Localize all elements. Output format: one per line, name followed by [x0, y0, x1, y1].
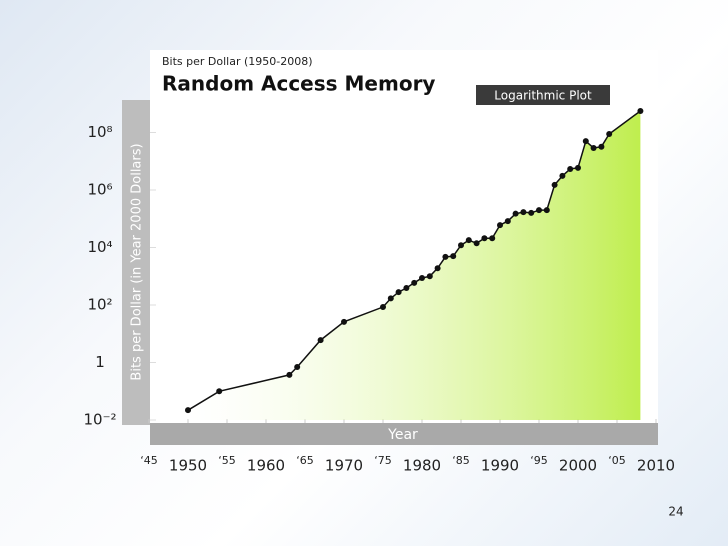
point	[403, 285, 410, 292]
y-tick-label: 1	[95, 353, 105, 371]
annotation-box	[476, 85, 610, 105]
x-tick-label: ‘75	[374, 454, 392, 467]
point	[216, 388, 223, 395]
point	[395, 289, 402, 296]
y-tick-label: 10²	[87, 296, 112, 314]
point	[489, 235, 496, 242]
point	[481, 235, 488, 242]
point	[341, 318, 347, 325]
x-tick-label: 1950	[169, 457, 207, 475]
point	[598, 143, 605, 150]
y-tick-label: 10⁻²	[83, 411, 116, 429]
point	[450, 253, 457, 260]
point	[567, 165, 574, 172]
point	[317, 337, 324, 344]
point	[411, 279, 418, 286]
x-tick-label: ‘95	[530, 454, 548, 467]
point	[606, 130, 613, 137]
point	[520, 209, 527, 216]
x-tick-label: 2010	[637, 457, 675, 475]
point	[590, 144, 597, 151]
point	[497, 222, 503, 229]
x-label-band	[150, 423, 658, 445]
y-tick-label: 10⁴	[87, 238, 112, 256]
point	[442, 253, 449, 260]
point	[434, 265, 441, 272]
x-tick-label: 2000	[559, 457, 597, 475]
point	[528, 209, 535, 216]
point	[387, 295, 394, 302]
x-tick-label: ‘65	[296, 454, 314, 467]
x-tick-label: 1990	[481, 457, 519, 475]
point	[504, 218, 511, 225]
y-axis-label: Bits per Dollar (in Year 2000 Dollars)	[130, 143, 145, 380]
point	[637, 107, 644, 114]
point	[286, 371, 293, 378]
x-tick-label: ‘45	[140, 454, 158, 467]
point	[536, 207, 542, 214]
x-axis-label: Year	[387, 427, 418, 443]
point	[575, 164, 581, 171]
x-tick-label: 1970	[325, 457, 363, 475]
y-label-band	[122, 100, 150, 425]
page-number: 24	[668, 505, 683, 519]
point	[419, 274, 425, 281]
point	[185, 407, 191, 414]
point	[551, 181, 558, 188]
x-tick-label: 1960	[247, 457, 285, 475]
x-tick-label: ‘55	[218, 454, 236, 467]
point	[473, 240, 480, 247]
annotation: Logarithmic Plot	[494, 89, 592, 103]
x-tick-label: ‘05	[608, 454, 626, 467]
x-tick-label: 1980	[403, 457, 441, 475]
point	[294, 363, 301, 370]
point	[426, 273, 433, 280]
point	[512, 210, 519, 217]
chart-title: Random Access Memory	[162, 72, 435, 96]
area	[188, 111, 641, 420]
chart-subtitle: Bits per Dollar (1950-2008)	[162, 55, 313, 68]
x-tick-label: ‘85	[452, 454, 470, 467]
point	[559, 172, 566, 179]
y-tick-label: 10⁸	[87, 123, 112, 141]
point	[465, 237, 472, 244]
y-tick-label: 10⁶	[87, 181, 112, 199]
point	[458, 242, 464, 249]
point	[582, 138, 589, 145]
point	[543, 207, 550, 214]
point	[380, 304, 386, 311]
